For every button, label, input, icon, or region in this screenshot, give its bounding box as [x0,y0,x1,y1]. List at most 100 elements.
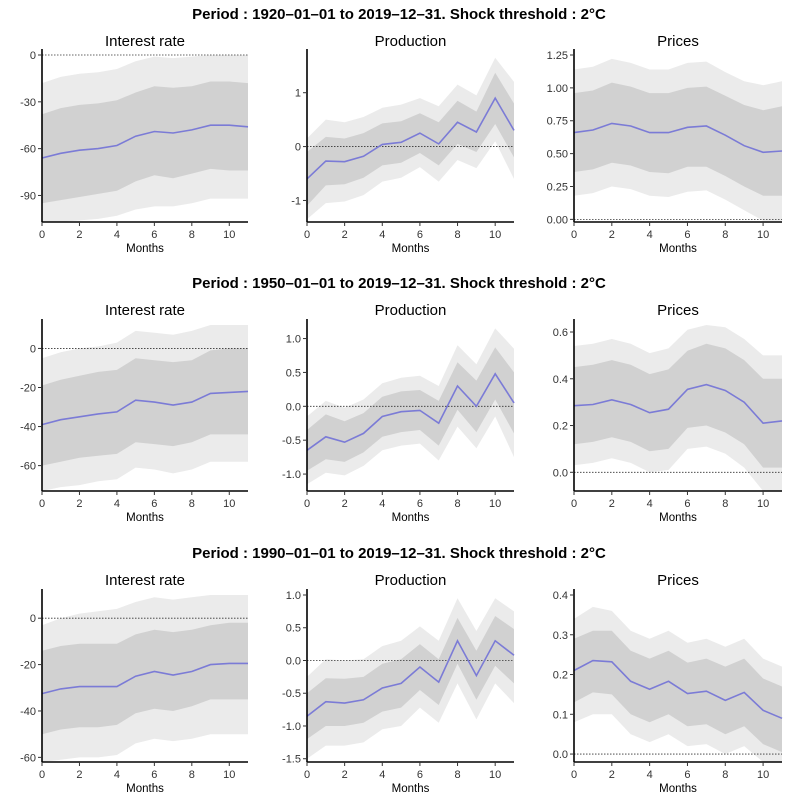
impulse-response-line [306,372,515,451]
x-tick-label: 2 [342,229,348,241]
y-tick-label: 0.2 [553,421,568,433]
impulse-response-line [573,659,783,720]
y-tick-label: 1 [295,88,301,100]
inner-confidence-band [574,630,782,753]
y-tick-label: 0.6 [553,327,568,339]
y-tick-label: 0 [30,343,36,355]
x-tick-label: 6 [417,498,423,510]
x-tick-label: 10 [489,229,501,241]
panel-title: Prices [657,33,699,50]
x-tick-label: 4 [379,229,385,241]
y-tick-label: 0.0 [286,655,301,667]
y-tick-label: -1 [291,195,301,207]
x-tick-label: 10 [489,769,501,781]
panel-title: Production [375,572,447,589]
panel-title: Production [375,33,447,50]
x-tick-label: 4 [114,769,120,781]
x-tick-label: 4 [647,498,653,510]
x-tick-label: 2 [609,229,615,241]
x-tick-label: 6 [417,229,423,241]
y-tick-label: -0.5 [282,688,301,700]
x-tick-label: 0 [304,769,310,781]
panel-title: Interest rate [105,302,185,319]
x-tick-label: 2 [76,769,82,781]
x-tick-label: 2 [609,498,615,510]
panel-production: Production 1.0 0.5 0.0 -0.5 -1.0 -1.50 2 4 6 8 10 Mo… [282,572,515,795]
panel-prices: Prices 1.25 1.00 0.75 0.50 0.25 0.000 2 4 6 8 10 Mon… [547,33,783,255]
x-tick-label: 0 [39,498,45,510]
row-title: Period : 1990–01–01 to 2019–12–31. Shock… [192,545,606,562]
impulse-response-line [573,122,783,154]
panel-title: Interest rate [105,572,185,589]
y-tick-label: -90 [20,190,36,202]
panel-title: Prices [657,302,699,319]
x-tick-label: 2 [76,229,82,241]
x-tick-label: 10 [223,769,235,781]
y-tick-label: 0.50 [547,149,568,161]
panel-production: Production 1.0 0.5 0.0 -0.5 -1.0 0 2 4 6 8 10 Months [282,302,515,524]
x-axis-label: Months [126,512,164,524]
x-axis-label: Months [392,512,430,524]
x-tick-label: 4 [114,229,120,241]
impulse-response-line [573,383,783,425]
impulse-response-line [41,662,248,695]
panel-title: Production [375,302,447,319]
x-tick-label: 8 [454,229,460,241]
inner-confidence-band [307,616,514,740]
x-tick-label: 0 [39,229,45,241]
row-title: Period : 1950–01–01 to 2019–12–31. Shock… [192,275,606,292]
y-tick-label: 1.0 [286,334,301,346]
panel-interest-rate: Interest rate 0 -30 -60 -90 0 2 4 6 8 10 Months [20,33,249,255]
figure-row-3: Period : 1990–01–01 to 2019–12–31. Shock… [20,545,783,795]
x-tick-label: 4 [379,769,385,781]
x-axis-label: Months [126,783,164,795]
panel-prices: Prices 0.4 0.3 0.2 0.1 0.00 2 4 6 8 10 Months [553,572,783,795]
inner-confidence-band [42,81,248,204]
y-tick-label: -20 [20,382,36,394]
x-tick-label: 8 [189,769,195,781]
x-tick-label: 2 [76,498,82,510]
y-tick-label: -20 [20,660,36,672]
y-tick-label: 1.00 [547,83,568,95]
y-tick-label: 0.0 [286,401,301,413]
x-tick-label: 10 [757,498,769,510]
x-tick-label: 6 [151,769,157,781]
x-tick-label: 0 [571,769,577,781]
y-tick-label: -60 [20,461,36,473]
y-tick-label: -0.5 [282,435,301,447]
y-tick-label: 0.5 [286,367,301,379]
y-tick-label: -1.0 [282,721,301,733]
x-tick-label: 10 [489,498,501,510]
figure-row-1: Period : 1920–01–01 to 2019–12–31. Shock… [20,6,783,255]
inner-confidence-band [574,343,782,468]
x-axis-label: Months [659,512,697,524]
impulse-response-line [41,124,249,159]
y-tick-label: 0 [30,50,36,62]
x-tick-label: 6 [684,229,690,241]
x-tick-label: 4 [379,498,385,510]
x-tick-label: 2 [609,769,615,781]
y-tick-label: 0.3 [553,630,568,642]
inner-confidence-band [42,622,248,735]
x-tick-label: 0 [571,229,577,241]
x-tick-label: 0 [39,769,45,781]
x-tick-label: 0 [571,498,577,510]
y-tick-label: 0.4 [553,590,568,602]
x-tick-label: 8 [189,229,195,241]
x-axis-label: Months [392,243,430,255]
x-tick-label: 8 [454,498,460,510]
x-axis-label: Months [392,783,430,795]
x-tick-label: 4 [647,769,653,781]
x-tick-label: 6 [684,498,690,510]
inner-confidence-band [307,72,514,206]
x-axis-label: Months [659,783,697,795]
inner-confidence-band [574,82,782,196]
row-title: Period : 1920–01–01 to 2019–12–31. Shock… [192,6,606,23]
figure-row-2: Period : 1950–01–01 to 2019–12–31. Shock… [20,275,783,524]
y-tick-label: -30 [20,97,36,109]
x-tick-label: 10 [223,498,235,510]
panel-prices: Prices 0.6 0.4 0.2 0.0 0 2 4 6 8 10 Months [553,302,783,524]
